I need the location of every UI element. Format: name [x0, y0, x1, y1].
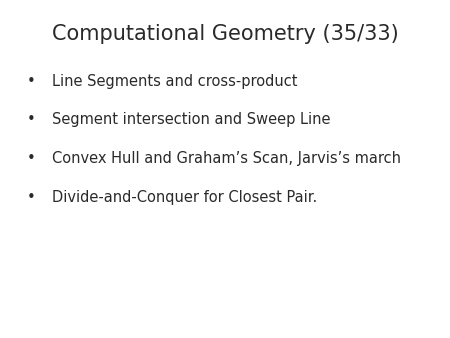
Text: •: • — [27, 151, 36, 166]
Text: Convex Hull and Graham’s Scan, Jarvis’s march: Convex Hull and Graham’s Scan, Jarvis’s … — [52, 151, 401, 166]
Text: •: • — [27, 190, 36, 205]
Text: Divide-and-Conquer for Closest Pair.: Divide-and-Conquer for Closest Pair. — [52, 190, 317, 205]
Text: Line Segments and cross-product: Line Segments and cross-product — [52, 74, 297, 89]
Text: Segment intersection and Sweep Line: Segment intersection and Sweep Line — [52, 113, 330, 127]
Text: •: • — [27, 113, 36, 127]
Text: •: • — [27, 74, 36, 89]
Text: Computational Geometry (35/33): Computational Geometry (35/33) — [52, 24, 398, 44]
